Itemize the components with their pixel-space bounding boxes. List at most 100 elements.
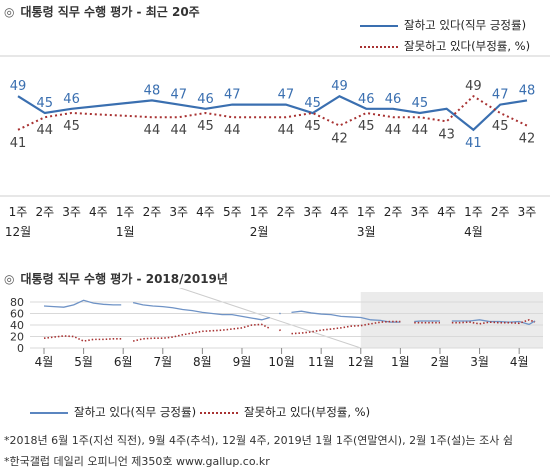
top-chart-title: ◎ 대통령 직무 수행 평가 - 최근 20주	[4, 3, 200, 20]
disapprove-series-line	[132, 323, 271, 342]
x-month-label: 2월	[431, 355, 450, 369]
approve-value-label: 45	[37, 96, 54, 111]
approve-value-label: 48	[519, 83, 536, 98]
disapprove-series-line	[291, 320, 401, 335]
disapprove-series-line	[43, 335, 122, 342]
legend-label-approve: 잘하고 있다(직무 긍정률)	[404, 18, 527, 32]
x-week-label: 4주	[437, 205, 456, 219]
x-month-label: 3월	[470, 355, 489, 369]
x-month-label: 12월	[348, 355, 374, 369]
approve-value-label: 45	[412, 96, 429, 111]
disapprove-series-line	[17, 94, 528, 131]
bottom-chart-title: ◎ 대통령 직무 수행 평가 - 2018/2019년	[4, 270, 228, 287]
approve-value-label: 48	[144, 83, 161, 98]
disapprove-value-label: 42	[331, 132, 348, 147]
top-line-chart: 49 45 46 48 47 46 47 47 45 49 46 46 45 41 47 48 41 44 45 44…	[0, 55, 550, 239]
approve-value-label: 45	[304, 96, 321, 111]
approve-value-label: 47	[492, 88, 509, 103]
approve-value-label: 47	[224, 88, 241, 103]
x-week-label: 2주	[491, 205, 510, 219]
disapprove-series-line	[451, 318, 536, 325]
disapprove-value-label: 45	[197, 119, 214, 134]
x-week-label: 1주	[464, 205, 483, 219]
x-week-label: 3주	[169, 205, 188, 219]
disapprove-value-label: 44	[170, 123, 187, 138]
legend-line-disapprove-swatch	[200, 411, 238, 414]
approve-series-line	[17, 94, 528, 132]
legend-label-disapprove: 잘못하고 있다(부정률, %)	[244, 405, 371, 419]
x-month-label: 2월	[250, 225, 269, 239]
x-month-label: 1월	[391, 355, 410, 369]
approve-series-line	[291, 310, 401, 323]
bullet-icon: ◎	[4, 5, 15, 19]
x-month-label: 3월	[357, 225, 376, 239]
x-week-label: 1주	[357, 205, 376, 219]
bottom-legend-approve: 잘하고 있다(직무 긍정률)	[30, 404, 196, 420]
disapprove-value-label: 43	[438, 127, 455, 142]
x-week-label: 3주	[303, 205, 322, 219]
y-tick-label: 80	[10, 296, 24, 309]
approve-value-label: 47	[278, 88, 295, 103]
x-week-label: 2주	[384, 205, 403, 219]
x-week-label: 2주	[35, 205, 54, 219]
x-month-label: 12월	[5, 225, 31, 239]
approve-series-line	[132, 301, 270, 321]
x-month-label: 1월	[116, 225, 135, 239]
x-week-label: 5주	[223, 205, 242, 219]
x-week-label: 1주	[116, 205, 135, 219]
approve-value-label: 47	[170, 88, 187, 103]
disapprove-value-label: 44	[385, 123, 402, 138]
disapprove-value-label: 41	[10, 136, 27, 151]
approve-value-label: 46	[197, 92, 214, 107]
x-week-label: 3주	[518, 205, 537, 219]
disapprove-value-label: 45	[63, 119, 80, 134]
approve-series-line	[43, 299, 122, 308]
legend-label-approve: 잘하고 있다(직무 긍정률)	[74, 405, 197, 419]
x-week-label: 2주	[143, 205, 162, 219]
disapprove-value-label: 45	[358, 119, 375, 134]
x-month-label: 4월	[510, 355, 529, 369]
bullet-icon: ◎	[4, 272, 15, 286]
footnote-source: *한국갤럽 데일리 오피니언 제350호 www.gallup.co.kr	[4, 455, 270, 468]
x-month-label: 4월	[35, 355, 54, 369]
x-week-label: 1주	[9, 205, 28, 219]
y-tick-label: 40	[10, 319, 24, 332]
legend-line-approve-swatch	[360, 24, 398, 27]
approve-series-line	[451, 319, 536, 326]
x-week-label: 4주	[89, 205, 108, 219]
top-chart-title-text: 대통령 직무 수행 평가 - 최근 20주	[20, 5, 200, 19]
x-month-label: 9월	[233, 355, 252, 369]
x-month-label: 8월	[193, 355, 212, 369]
x-month-label: 7월	[153, 355, 172, 369]
legend-line-disapprove-swatch	[360, 45, 398, 48]
disapprove-series-line	[278, 329, 282, 332]
footnote-survey-breaks: *2018년 6월 1주(지선 직전), 9월 4주(추석), 12월 4주, …	[4, 434, 513, 447]
disapprove-value-label: 44	[224, 123, 241, 138]
disapprove-value-label: 44	[37, 123, 54, 138]
approve-value-label: 49	[10, 79, 27, 94]
approve-series-line	[279, 312, 281, 315]
disapprove-value-label: 44	[412, 123, 429, 138]
y-tick-label: 20	[10, 331, 24, 344]
x-week-label: 4주	[196, 205, 215, 219]
x-week-label: 2주	[277, 205, 296, 219]
x-month-label: 5월	[74, 355, 93, 369]
legend-label-disapprove: 잘못하고 있다(부정률, %)	[404, 39, 531, 53]
x-week-label: 1주	[250, 205, 269, 219]
approve-value-label: 46	[385, 92, 402, 107]
disapprove-value-label: 45	[304, 119, 321, 134]
disapprove-value-label: 44	[144, 123, 161, 138]
disapprove-value-label: 45	[492, 119, 509, 134]
disapprove-value-label: 44	[278, 123, 295, 138]
disapprove-value-label: 42	[519, 132, 536, 147]
approve-value-label: 46	[63, 92, 80, 107]
approve-value-label: 41	[465, 136, 482, 151]
x-month-label: 10월	[268, 355, 294, 369]
approve-value-label: 46	[358, 92, 375, 107]
disapprove-value-label: 49	[465, 79, 482, 94]
approve-value-label: 49	[331, 79, 348, 94]
y-tick-label: 60	[10, 308, 24, 321]
top-legend-disapprove: 잘못하고 있다(부정률, %)	[360, 38, 530, 54]
x-month-label: 6월	[114, 355, 133, 369]
bottom-chart-title-text: 대통령 직무 수행 평가 - 2018/2019년	[20, 272, 228, 286]
